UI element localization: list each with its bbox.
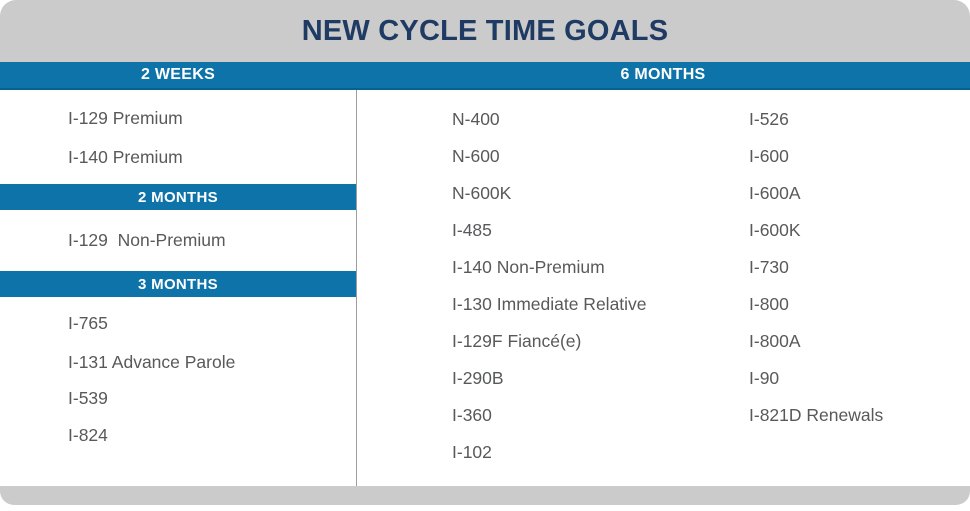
form-item: I-600 (749, 146, 789, 166)
form-item: I-765 (68, 313, 108, 333)
title-band: NEW CYCLE TIME GOALS (0, 0, 970, 62)
form-item: I-600A (749, 183, 801, 203)
form-item: I-129 Premium (68, 108, 183, 128)
form-item: I-730 (749, 257, 789, 277)
column-divider (356, 90, 357, 486)
form-item: I-90 (749, 368, 780, 388)
form-item: I-131 Advance Parole (68, 352, 236, 372)
form-item: I-129 Non-Premium (68, 230, 226, 250)
form-item: I-102 (452, 442, 492, 462)
form-item: I-140 Non-Premium (452, 257, 605, 277)
form-item: I-800A (749, 331, 801, 351)
goal-header-bar: 2 WEEKS 6 MONTHS (0, 62, 970, 90)
form-item: I-360 (452, 405, 492, 425)
form-item: I-485 (452, 220, 492, 240)
column-header-6-months: 6 MONTHS (620, 66, 706, 83)
section-header-3-months: 3 MONTHS (0, 271, 356, 297)
form-item: N-600K (452, 183, 512, 203)
form-item: I-290B (452, 368, 504, 388)
form-item: I-821D Renewals (749, 405, 884, 425)
form-item: I-129F Fiancé(e) (452, 331, 582, 351)
column-header-2-weeks: 2 WEEKS (140, 66, 216, 83)
form-item: N-400 (452, 109, 500, 129)
form-item: I-130 Immediate Relative (452, 294, 647, 314)
form-item: I-140 Premium (68, 147, 183, 167)
section-header-2-months: 2 MONTHS (0, 184, 356, 210)
form-item: I-539 (68, 388, 108, 408)
footer-band (0, 486, 970, 505)
form-item: N-600 (452, 146, 500, 166)
form-item: I-600K (749, 220, 801, 240)
table-body: I-129 Premium I-140 Premium 2 MONTHS I-1… (0, 90, 970, 486)
form-item: I-800 (749, 294, 789, 314)
form-item: I-824 (68, 425, 108, 445)
page-title: NEW CYCLE TIME GOALS (301, 14, 669, 47)
form-item: I-526 (749, 109, 789, 129)
